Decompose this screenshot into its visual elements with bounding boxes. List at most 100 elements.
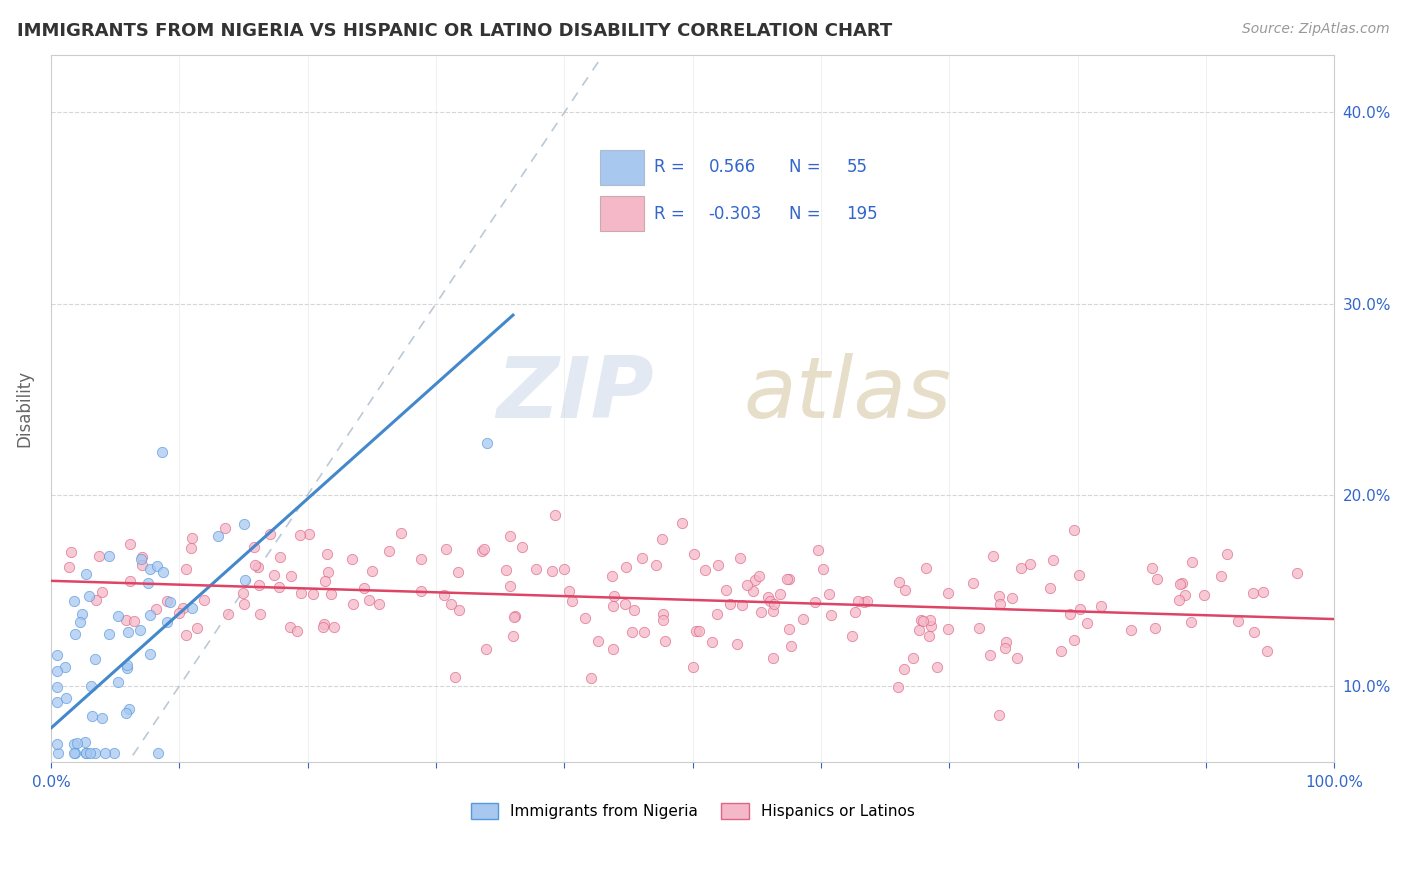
Point — [728, 550, 751, 565]
Point — [1119, 623, 1142, 637]
Point — [856, 593, 879, 607]
Point — [1076, 616, 1098, 631]
Point — [115, 661, 138, 675]
Point — [936, 586, 959, 600]
Point — [744, 574, 766, 588]
Point — [193, 593, 215, 607]
Point — [139, 562, 162, 576]
Point — [167, 606, 190, 620]
Point — [290, 586, 312, 600]
Point — [269, 580, 291, 594]
Point — [411, 583, 433, 598]
Point — [499, 529, 522, 543]
Point — [749, 605, 772, 619]
Point — [472, 541, 495, 556]
Point — [574, 611, 596, 625]
Point — [46, 680, 69, 694]
Point — [46, 648, 69, 662]
Point — [894, 583, 917, 598]
Point — [46, 695, 69, 709]
Y-axis label: Disability: Disability — [15, 370, 32, 448]
Point — [290, 528, 312, 542]
Point — [434, 541, 457, 556]
Point — [706, 607, 728, 621]
Point — [70, 607, 93, 621]
Point — [411, 552, 433, 566]
Point — [152, 444, 174, 458]
Point — [129, 552, 152, 566]
Point — [651, 607, 673, 621]
Point — [1042, 553, 1064, 567]
Point — [685, 624, 707, 639]
Point — [936, 623, 959, 637]
Point — [561, 594, 583, 608]
Point — [1167, 593, 1189, 607]
Point — [180, 541, 202, 556]
Point — [214, 521, 236, 535]
Point — [918, 629, 941, 643]
Point — [778, 623, 800, 637]
Point — [602, 641, 624, 656]
Point — [1215, 547, 1237, 561]
Point — [682, 547, 704, 561]
Point — [471, 543, 494, 558]
Point — [186, 621, 208, 635]
Point — [846, 594, 869, 608]
Point — [1018, 557, 1040, 571]
Point — [903, 651, 925, 665]
Point — [908, 623, 931, 637]
Point — [278, 620, 301, 634]
Point — [731, 599, 754, 613]
Point — [1174, 589, 1197, 603]
Point — [1256, 644, 1278, 658]
Point — [1192, 588, 1215, 602]
Point — [447, 602, 470, 616]
Point — [813, 562, 835, 576]
Point — [174, 628, 197, 642]
Point — [172, 600, 194, 615]
Point — [962, 576, 984, 591]
Point — [312, 619, 335, 633]
Point — [645, 558, 668, 573]
Point — [131, 550, 153, 565]
Point — [502, 629, 524, 643]
Point — [159, 595, 181, 609]
Point — [280, 568, 302, 582]
Point — [988, 589, 1011, 603]
Point — [46, 746, 69, 760]
Point — [103, 746, 125, 760]
Point — [979, 648, 1001, 662]
Point — [804, 595, 827, 609]
Point — [1039, 582, 1062, 596]
Point — [46, 737, 69, 751]
Point — [1180, 615, 1202, 630]
Point — [1067, 567, 1090, 582]
Point — [1142, 561, 1164, 575]
Point — [841, 629, 863, 643]
Point — [769, 587, 792, 601]
Point — [792, 612, 814, 626]
Point — [737, 578, 759, 592]
Point — [1243, 586, 1265, 600]
Point — [131, 558, 153, 573]
Point — [682, 660, 704, 674]
Point — [357, 592, 380, 607]
Point — [122, 614, 145, 628]
Point — [495, 563, 517, 577]
Point — [620, 625, 643, 640]
Point — [146, 558, 169, 573]
Point — [66, 736, 89, 750]
Point — [505, 609, 527, 624]
Point — [747, 569, 769, 583]
Point — [911, 615, 934, 629]
Point — [298, 527, 321, 541]
Point — [725, 637, 748, 651]
Point — [623, 602, 645, 616]
Point — [706, 558, 728, 573]
Point — [1007, 650, 1029, 665]
Point — [762, 650, 785, 665]
Point — [361, 565, 384, 579]
Point — [558, 583, 581, 598]
Point — [342, 597, 364, 611]
Point — [853, 595, 876, 609]
